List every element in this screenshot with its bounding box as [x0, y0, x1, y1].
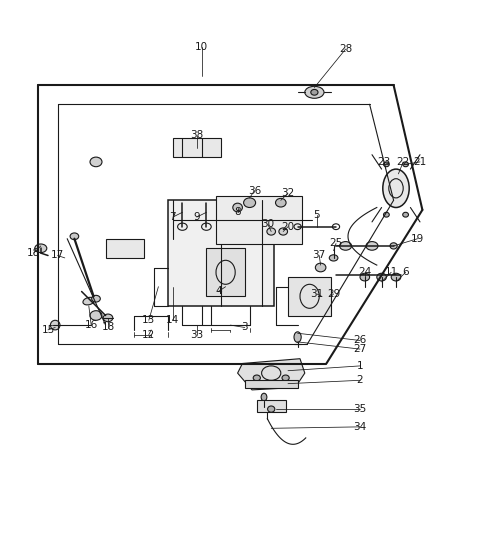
Text: 38: 38	[190, 131, 204, 141]
Bar	[216, 195, 302, 243]
Bar	[168, 200, 274, 306]
Text: 6: 6	[402, 268, 409, 277]
Text: 34: 34	[353, 422, 367, 432]
Ellipse shape	[253, 375, 260, 381]
Ellipse shape	[305, 86, 324, 98]
Text: 9: 9	[193, 212, 200, 222]
Ellipse shape	[391, 273, 401, 281]
Text: 5: 5	[313, 210, 320, 220]
Text: 12: 12	[142, 330, 156, 340]
Ellipse shape	[279, 228, 288, 235]
Ellipse shape	[282, 375, 289, 381]
Text: 26: 26	[353, 335, 367, 346]
Text: 32: 32	[281, 188, 295, 198]
Text: 37: 37	[312, 250, 326, 261]
Ellipse shape	[50, 320, 60, 330]
Text: 2: 2	[357, 375, 363, 385]
Ellipse shape	[366, 242, 378, 250]
Ellipse shape	[261, 393, 267, 401]
Text: 11: 11	[384, 268, 398, 277]
Text: 17: 17	[51, 250, 64, 261]
Ellipse shape	[384, 212, 389, 217]
Bar	[173, 138, 221, 157]
Ellipse shape	[390, 243, 397, 249]
Text: 23: 23	[377, 157, 391, 167]
Ellipse shape	[267, 228, 276, 235]
Text: 3: 3	[241, 323, 248, 332]
Text: 18: 18	[101, 323, 115, 332]
Text: 4: 4	[215, 287, 222, 296]
Ellipse shape	[329, 255, 338, 261]
Ellipse shape	[35, 244, 47, 253]
Text: 1: 1	[357, 361, 363, 371]
Ellipse shape	[377, 273, 386, 281]
Text: 29: 29	[327, 289, 340, 299]
Bar	[106, 239, 144, 258]
Ellipse shape	[339, 242, 351, 250]
Text: 28: 28	[339, 44, 352, 54]
Text: 13: 13	[142, 315, 156, 325]
Text: 19: 19	[411, 234, 424, 244]
Text: 33: 33	[190, 330, 204, 340]
Ellipse shape	[83, 297, 95, 305]
Polygon shape	[238, 358, 305, 390]
Text: 21: 21	[413, 157, 427, 167]
Ellipse shape	[244, 198, 256, 208]
Ellipse shape	[294, 332, 301, 342]
Ellipse shape	[103, 314, 113, 322]
Bar	[206, 248, 245, 296]
Ellipse shape	[315, 263, 326, 272]
Text: 18: 18	[27, 248, 40, 258]
Text: 30: 30	[261, 219, 275, 230]
Text: 24: 24	[358, 268, 372, 277]
Ellipse shape	[360, 273, 370, 281]
Text: 16: 16	[84, 320, 98, 330]
Ellipse shape	[90, 311, 102, 320]
Ellipse shape	[384, 162, 389, 167]
Text: 7: 7	[169, 212, 176, 222]
Ellipse shape	[92, 295, 100, 302]
Text: 15: 15	[41, 325, 55, 335]
Ellipse shape	[383, 169, 409, 208]
Bar	[257, 400, 286, 411]
Text: 22: 22	[396, 157, 410, 167]
Text: 20: 20	[281, 221, 295, 232]
Ellipse shape	[311, 89, 318, 95]
Ellipse shape	[403, 162, 408, 167]
Text: 27: 27	[353, 344, 367, 354]
Bar	[245, 380, 298, 387]
Ellipse shape	[267, 406, 275, 412]
Ellipse shape	[403, 212, 408, 217]
Text: 10: 10	[195, 42, 208, 52]
Ellipse shape	[70, 233, 79, 240]
Text: 31: 31	[310, 289, 324, 299]
Text: 8: 8	[234, 207, 241, 217]
Ellipse shape	[233, 203, 242, 212]
Text: 35: 35	[353, 404, 367, 414]
Ellipse shape	[276, 198, 286, 207]
Text: 25: 25	[329, 239, 343, 248]
Text: 14: 14	[166, 315, 180, 325]
Ellipse shape	[90, 157, 102, 167]
Text: 36: 36	[248, 186, 261, 196]
Bar	[288, 277, 331, 316]
